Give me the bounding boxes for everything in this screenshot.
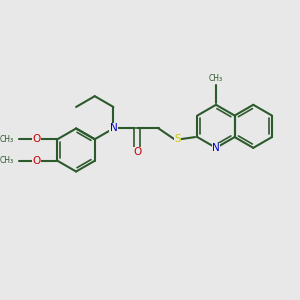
Text: S: S (174, 134, 181, 144)
Text: O: O (32, 156, 41, 166)
Text: CH₃: CH₃ (209, 74, 223, 82)
Text: CH₃: CH₃ (0, 135, 14, 144)
Text: O: O (133, 147, 141, 158)
Text: N: N (212, 143, 220, 153)
Text: O: O (32, 134, 41, 144)
Text: CH₃: CH₃ (0, 156, 14, 165)
Text: N: N (110, 124, 117, 134)
